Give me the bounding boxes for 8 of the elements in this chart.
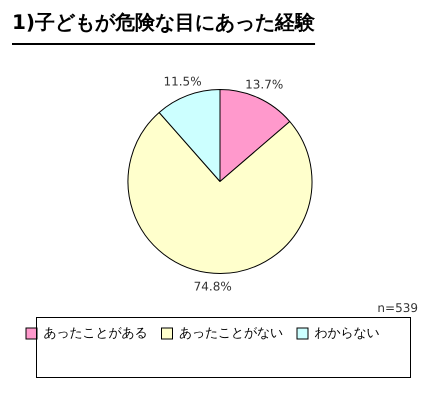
legend-label: あったことがある xyxy=(44,326,148,341)
text: n=539 xyxy=(377,301,418,316)
legend-label: あったことがない xyxy=(179,326,283,341)
data-label: 11.5% xyxy=(163,74,202,88)
data-label: 13.7% xyxy=(245,77,284,92)
data-label: 74.8% xyxy=(194,279,232,294)
chart-title: 1)子どもが危険な目にあった経験 xyxy=(12,10,316,34)
legend-label: わからない xyxy=(314,326,380,341)
